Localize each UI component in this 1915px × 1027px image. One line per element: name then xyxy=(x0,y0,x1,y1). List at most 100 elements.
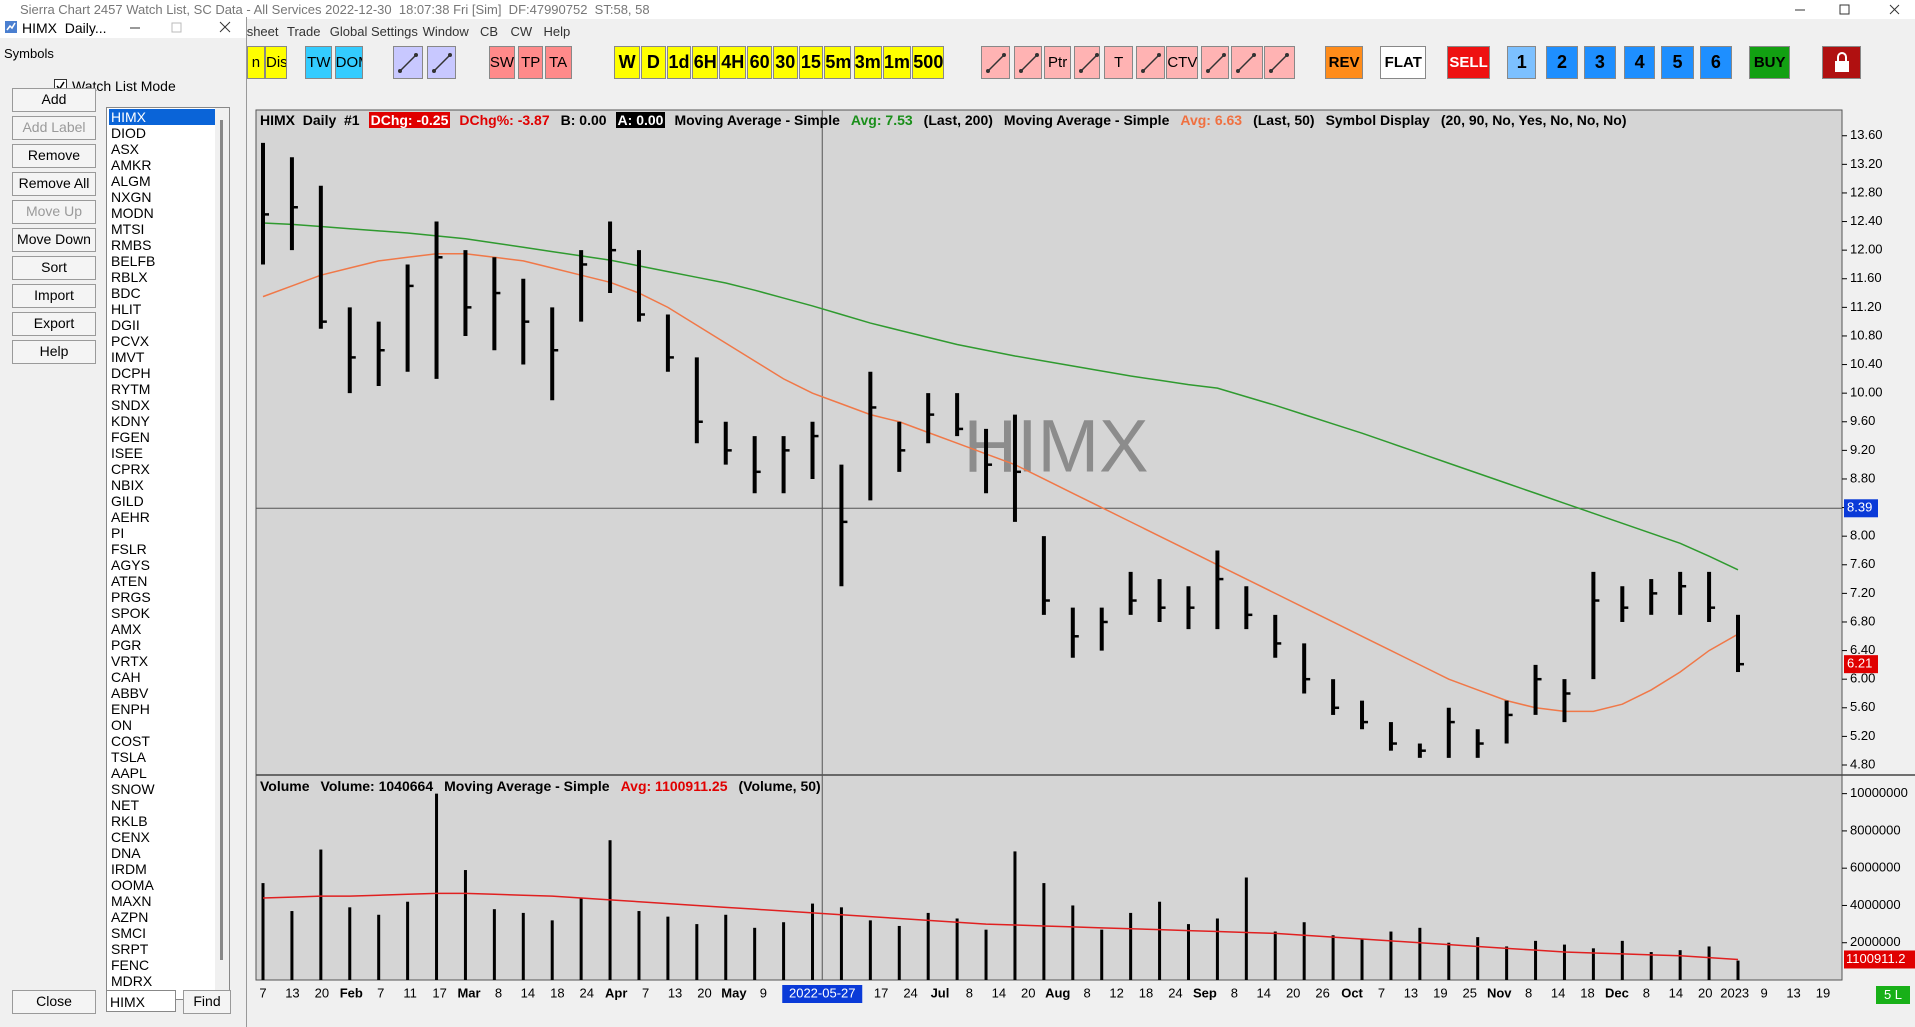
toolbar-button[interactable]: SW xyxy=(488,46,516,79)
symbol-item[interactable]: RKLB xyxy=(111,813,148,829)
search-input[interactable]: HIMX xyxy=(106,990,176,1012)
symbol-item[interactable]: SNOW xyxy=(111,781,155,797)
toolbar-button[interactable]: 3m xyxy=(853,46,882,79)
symbol-item[interactable]: CAH xyxy=(111,669,141,685)
menu-item[interactable]: sheet xyxy=(246,24,279,39)
toolbar-button[interactable]: n xyxy=(246,46,266,79)
symbol-item[interactable]: SMCI xyxy=(111,925,146,941)
symbol-item[interactable]: TSLA xyxy=(111,749,147,765)
symbol-item[interactable]: FGEN xyxy=(111,429,150,445)
symbol-item[interactable]: MTSI xyxy=(111,221,145,237)
list-button[interactable]: Export xyxy=(12,312,96,336)
symbol-item[interactable]: ALGM xyxy=(111,173,151,189)
toolbar-icon-button[interactable] xyxy=(1073,46,1101,79)
symbol-item[interactable]: ON xyxy=(111,717,132,733)
symbol-item[interactable]: DCPH xyxy=(111,365,151,381)
symbol-item[interactable]: NXGN xyxy=(111,189,152,205)
scrollbar[interactable] xyxy=(215,108,229,999)
list-button[interactable]: Add Label xyxy=(12,116,96,140)
toolbar-button[interactable]: T xyxy=(1104,46,1134,79)
symbol-item[interactable]: AEHR xyxy=(111,509,150,525)
symbol-item[interactable]: COST xyxy=(111,733,150,749)
toolbar-button[interactable]: 1m xyxy=(883,46,912,79)
menu-item[interactable]: Help xyxy=(543,24,571,39)
symbol-item[interactable]: GILD xyxy=(111,493,144,509)
list-button[interactable]: Move Up xyxy=(12,200,96,224)
toolbar-button[interactable]: 4 xyxy=(1624,46,1655,79)
menu-item[interactable]: Window xyxy=(422,24,469,39)
list-button[interactable]: Remove All xyxy=(12,172,96,196)
symbol-item[interactable]: IMVT xyxy=(111,349,145,365)
symbol-item[interactable]: BELFB xyxy=(111,253,156,269)
find-button[interactable]: Find xyxy=(183,990,231,1014)
symbol-item[interactable]: RBLX xyxy=(111,269,148,285)
toolbar-button[interactable]: 6H xyxy=(692,46,719,79)
symbol-item[interactable]: CENX xyxy=(111,829,150,845)
symbol-item[interactable]: PRGS xyxy=(111,589,151,605)
symbol-item[interactable]: RYTM xyxy=(111,381,151,397)
symbol-item[interactable]: AGYS xyxy=(111,557,150,573)
toolbar-button[interactable]: 2 xyxy=(1546,46,1578,79)
symbol-item[interactable]: SPOK xyxy=(111,605,150,621)
symbol-item[interactable]: IRDM xyxy=(111,861,147,877)
toolbar-button[interactable]: TW xyxy=(305,46,333,79)
toolbar-button[interactable]: 60 xyxy=(747,46,772,79)
list-button[interactable]: Help xyxy=(12,340,96,364)
close-button[interactable]: Close xyxy=(12,990,96,1014)
toolbar-button[interactable]: 5m xyxy=(824,46,852,79)
toolbar-button[interactable]: 1 xyxy=(1507,46,1537,79)
symbol-item[interactable]: FENC xyxy=(111,957,150,973)
symbol-item[interactable]: MODN xyxy=(111,205,154,221)
toolbar-icon-button[interactable] xyxy=(1822,46,1862,79)
symbol-item[interactable]: ASX xyxy=(111,141,140,157)
toolbar-button[interactable]: 30 xyxy=(773,46,798,79)
toolbar-button[interactable]: W xyxy=(614,46,640,79)
toolbar-button[interactable]: DOM xyxy=(334,46,363,79)
list-button[interactable]: Remove xyxy=(12,144,96,168)
list-button[interactable]: Sort xyxy=(12,256,96,280)
symbol-item[interactable]: AZPN xyxy=(111,909,149,925)
symbol-item[interactable]: NET xyxy=(111,797,139,813)
toolbar-button[interactable]: 3 xyxy=(1584,46,1616,79)
menu-item[interactable]: CW xyxy=(510,24,533,39)
menu-item[interactable]: Global Settings xyxy=(329,24,418,39)
symbol-item[interactable]: MDRX xyxy=(111,973,153,989)
toolbar-button[interactable]: D xyxy=(641,46,666,79)
toolbar-button[interactable]: 1d xyxy=(666,46,692,79)
symbol-item[interactable]: RMBS xyxy=(111,237,152,253)
symbol-item[interactable]: BDC xyxy=(111,285,141,301)
toolbar-icon-button[interactable] xyxy=(1231,46,1263,79)
toolbar-button[interactable]: 5 xyxy=(1660,46,1694,79)
symbol-item[interactable]: ATEN xyxy=(111,573,148,589)
symbol-item[interactable]: AMX xyxy=(111,621,142,637)
toolbar-icon-button[interactable] xyxy=(980,46,1010,79)
list-button[interactable]: Add xyxy=(12,88,96,112)
toolbar-button[interactable]: Ptr xyxy=(1044,46,1072,79)
symbol-item[interactable]: ABBV xyxy=(111,685,149,701)
symbol-item[interactable]: DGII xyxy=(111,317,140,333)
toolbar-icon-button[interactable] xyxy=(1264,46,1295,79)
symbol-item[interactable]: MAXN xyxy=(111,893,152,909)
symbol-item[interactable]: SRPT xyxy=(111,941,149,957)
symbol-item[interactable]: NBIX xyxy=(111,477,144,493)
toolbar-button[interactable]: TA xyxy=(544,46,572,79)
symbol-item[interactable]: PGR xyxy=(111,637,142,653)
toolbar-icon-button[interactable] xyxy=(1013,46,1042,79)
menu-item[interactable]: Trade xyxy=(287,24,321,39)
list-button[interactable]: Move Down xyxy=(12,228,96,252)
toolbar-icon-button[interactable] xyxy=(1135,46,1166,79)
symbol-item[interactable]: KDNY xyxy=(111,413,150,429)
toolbar-button[interactable]: BUY xyxy=(1748,46,1791,79)
list-button[interactable]: Import xyxy=(12,284,96,308)
menu-item[interactable]: CB xyxy=(479,24,499,39)
toolbar-button[interactable]: FLAT xyxy=(1380,46,1427,79)
symbol-item[interactable]: SNDX xyxy=(111,397,150,413)
toolbar-icon-button[interactable] xyxy=(1200,46,1229,79)
toolbar-button[interactable]: Dis xyxy=(265,46,287,79)
symbol-item[interactable]: AMKR xyxy=(111,157,152,173)
symbol-item[interactable]: HIMX xyxy=(109,109,216,125)
scroll-thumb[interactable] xyxy=(220,120,223,960)
toolbar-button[interactable]: 4H xyxy=(719,46,747,79)
toolbar-button[interactable]: 500 xyxy=(912,46,945,79)
symbol-item[interactable]: FSLR xyxy=(111,541,147,557)
